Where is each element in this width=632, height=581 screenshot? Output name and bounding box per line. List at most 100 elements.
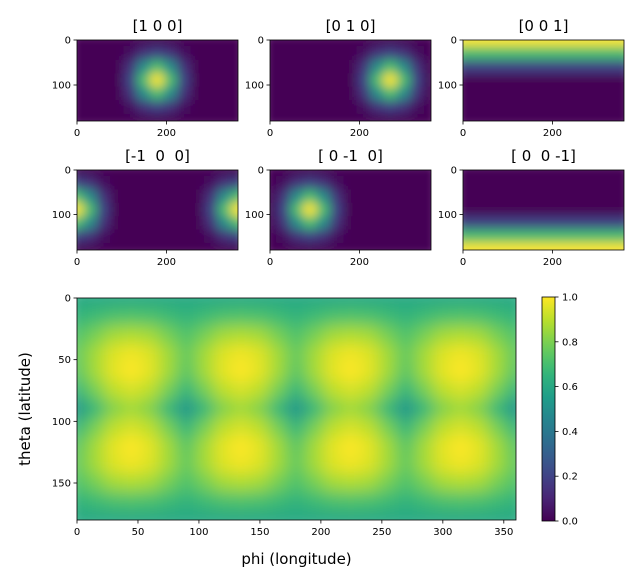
heatmap-cell [370, 86, 385, 102]
heatmap-cell [195, 325, 215, 345]
heatmap-cell [195, 399, 215, 419]
heatmap-cell [316, 176, 331, 191]
heatmap-cell [77, 325, 87, 345]
heatmap-cell [536, 202, 551, 218]
heatmap-cell [270, 100, 278, 115]
heatmap-cell [536, 176, 551, 191]
heatmap-cell [396, 229, 412, 244]
heatmap-cell [122, 510, 142, 520]
heatmap-cell [136, 86, 152, 102]
heatmap-cell [96, 229, 112, 244]
heatmap-cell [370, 170, 385, 178]
heatmap-cell [217, 113, 232, 121]
heatmap-cell [589, 176, 605, 191]
heatmap-cell [360, 454, 380, 475]
heatmap-cell [136, 100, 152, 115]
heatmap-cell [323, 454, 343, 475]
heatmap-cell [549, 216, 565, 231]
heatmap-cell [360, 325, 380, 345]
heatmap-cell [616, 170, 624, 178]
heatmap-cell [195, 510, 215, 520]
heatmap-cell [195, 298, 215, 308]
heatmap [77, 170, 238, 250]
heatmap-cell [303, 40, 318, 48]
heatmap-cell [163, 40, 179, 48]
heatmap-cell [122, 306, 142, 327]
heatmap-cell [383, 59, 398, 75]
heatmap-cell [250, 454, 270, 475]
heatmap-cell [190, 86, 205, 102]
chart-title: [ 0 -1 0] [318, 147, 383, 165]
heatmap-cell [522, 86, 538, 102]
heatmap-cell [603, 202, 618, 218]
heatmap-cell [163, 202, 179, 218]
heatmap-cell [341, 491, 362, 512]
heatmap-cell [616, 229, 624, 244]
heatmap-cell [316, 229, 331, 244]
heatmap-cell [103, 380, 124, 401]
heatmap-cell [140, 436, 160, 456]
heatmap-cell [410, 229, 425, 244]
heatmap-cell [303, 229, 318, 244]
heatmap-cell [396, 380, 416, 401]
y-tick-label: 100 [438, 210, 457, 221]
heatmap-cell [85, 306, 105, 327]
heatmap-cells [463, 40, 624, 121]
heatmap-cell [276, 216, 291, 231]
y-tick-label: 50 [58, 355, 71, 366]
heatmap-cell [96, 216, 112, 231]
heatmap-cell [522, 100, 538, 115]
heatmap-cell [356, 189, 372, 204]
heatmap-cell [140, 399, 160, 419]
heatmap-cell [77, 189, 85, 204]
heatmap-cell [231, 380, 252, 401]
heatmap-cell [414, 473, 435, 493]
heatmap-cell [343, 46, 358, 61]
heatmap-cell [396, 306, 416, 327]
heatmap-cell [276, 59, 291, 75]
heatmap-cell [616, 100, 624, 115]
heatmap-cell [83, 113, 98, 121]
heatmap-cell [103, 343, 124, 364]
heatmap-cell [96, 86, 112, 102]
heatmap-cell [343, 176, 358, 191]
heatmap-cell [463, 176, 471, 191]
heatmap-cell [549, 229, 565, 244]
heatmap-cell [103, 473, 124, 493]
heatmap-cell [217, 100, 232, 115]
heatmap-cell [150, 216, 165, 231]
heatmap-cell [77, 399, 87, 419]
heatmap-cell [77, 176, 85, 191]
heatmap-cell [286, 436, 307, 456]
heatmap-cell [549, 176, 565, 191]
heatmap-cell [195, 491, 215, 512]
heatmap-cell [509, 229, 524, 244]
heatmap-cell [213, 436, 233, 456]
heatmap-cell [276, 46, 291, 61]
x-tick-label: 200 [543, 128, 562, 139]
heatmap-cell [136, 229, 152, 244]
heatmap-cell [230, 176, 238, 191]
heatmap-cell [140, 473, 160, 493]
heatmap-cell [482, 202, 498, 218]
heatmap-cell [469, 86, 484, 102]
heatmap-cell [305, 417, 325, 438]
heatmap-cell [96, 176, 112, 191]
heatmap-cell [289, 242, 305, 250]
heatmap-cell [85, 298, 105, 308]
heatmap-cell [341, 343, 362, 364]
heatmap-cell [396, 113, 412, 121]
heatmap-cell [289, 100, 305, 115]
heatmap-cell [158, 325, 179, 345]
heatmap-cell [163, 73, 179, 88]
heatmap-cell [122, 454, 142, 475]
heatmap-cell [341, 325, 362, 345]
heatmap-cell [276, 113, 291, 121]
heatmap-cell [231, 306, 252, 327]
heatmap-cell [177, 170, 192, 178]
heatmap-cell [177, 298, 197, 308]
x-tick-label: 150 [250, 527, 269, 538]
heatmap-cell [506, 436, 516, 456]
heatmap-cell [230, 242, 238, 250]
